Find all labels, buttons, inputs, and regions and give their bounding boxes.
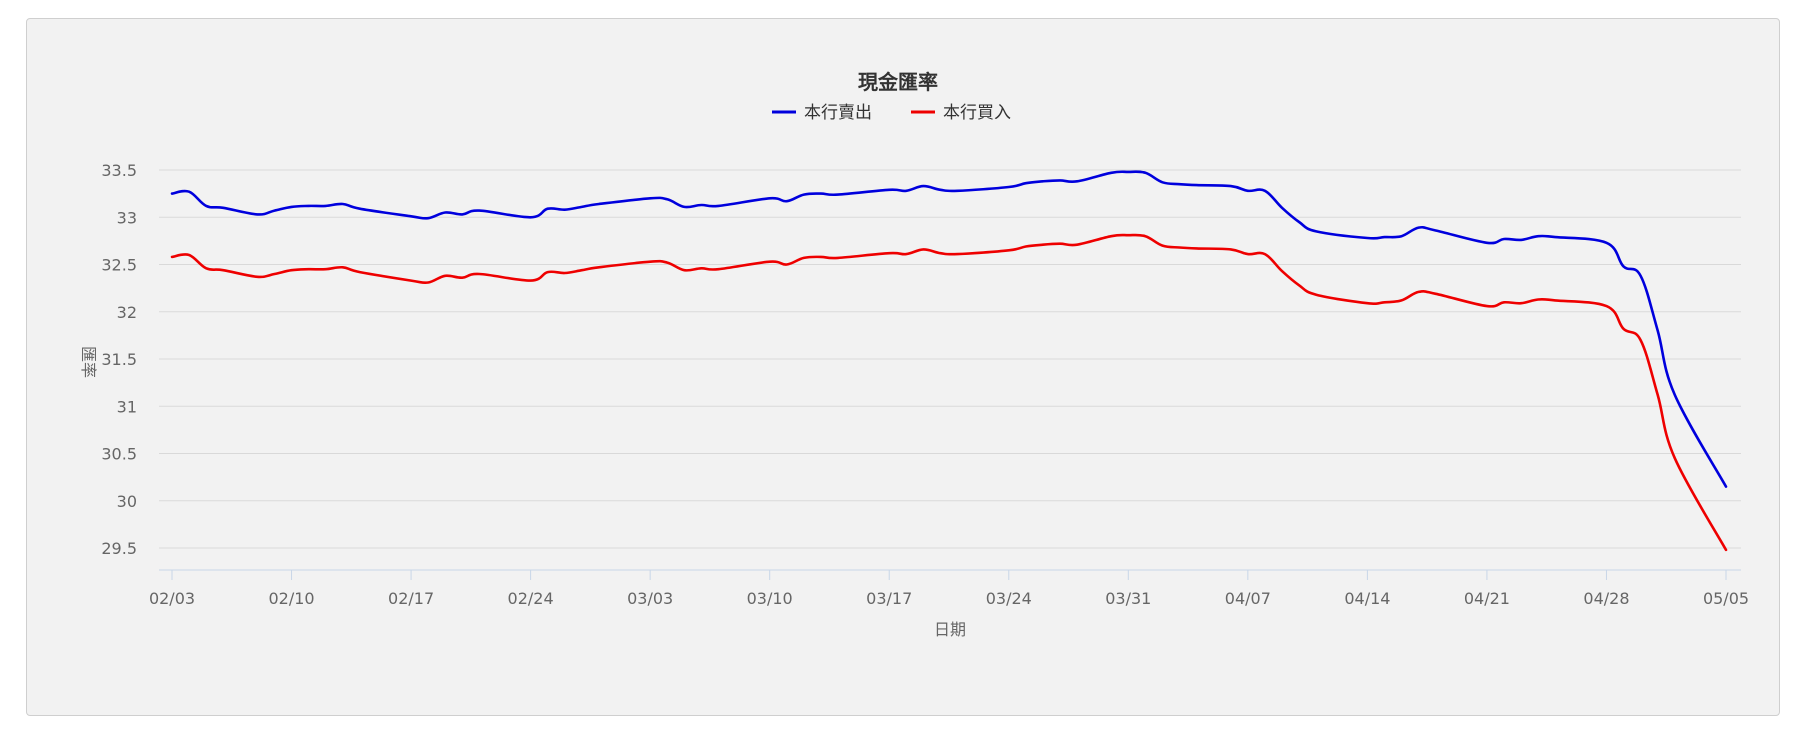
x-tick-label: 03/31 <box>1105 589 1151 608</box>
x-tick-label: 04/21 <box>1464 589 1510 608</box>
legend[interactable]: 本行賣出 本行買入 <box>772 103 1011 123</box>
x-tick-label: 02/03 <box>149 589 195 608</box>
x-tick-label: 04/28 <box>1583 589 1629 608</box>
x-axis: 02/03 02/10 02/17 02/24 03/03 03/10 03/17 03/24… <box>149 569 1749 608</box>
legend-item-buy[interactable]: 本行買入 <box>911 103 1011 123</box>
y-tick-label: 30.5 <box>101 445 137 464</box>
x-tick-label: 03/17 <box>866 589 912 608</box>
legend-label-buy: 本行買入 <box>943 103 1011 123</box>
x-tick-label: 03/24 <box>986 589 1032 608</box>
grid-lines <box>159 169 1741 549</box>
x-tick-label: 05/05 <box>1703 589 1749 608</box>
x-tick-label: 02/10 <box>268 589 314 608</box>
x-tick-label: 03/03 <box>627 589 673 608</box>
y-tick-label: 30 <box>117 492 137 511</box>
x-tick-label: 04/07 <box>1225 589 1271 608</box>
y-axis-ticks: 29.5 30 30.5 31 31.5 32 32.5 33 33.5 <box>101 161 137 558</box>
chart-panel <box>26 18 1780 716</box>
chart-title: 現金匯率 <box>858 70 938 94</box>
series-line-sell[interactable] <box>170 170 1728 488</box>
x-axis-label: 日期 <box>934 620 966 639</box>
y-tick-label: 33 <box>117 208 137 227</box>
series-line-buy[interactable] <box>170 233 1728 552</box>
y-axis-label: 匯率 <box>79 346 98 378</box>
y-tick-label: 32 <box>117 303 137 322</box>
x-tick-label: 02/17 <box>388 589 434 608</box>
legend-label-sell: 本行賣出 <box>804 103 872 123</box>
x-tick-label: 03/10 <box>747 589 793 608</box>
x-tick-label: 04/14 <box>1344 589 1390 608</box>
y-tick-label: 31 <box>117 397 137 416</box>
y-tick-label: 33.5 <box>101 161 137 180</box>
y-tick-label: 31.5 <box>101 350 137 369</box>
y-tick-label: 32.5 <box>101 256 137 275</box>
legend-item-sell[interactable]: 本行賣出 <box>772 103 872 123</box>
y-tick-label: 29.5 <box>101 539 137 558</box>
series-lines <box>170 170 1728 552</box>
x-tick-label: 02/24 <box>508 589 554 608</box>
